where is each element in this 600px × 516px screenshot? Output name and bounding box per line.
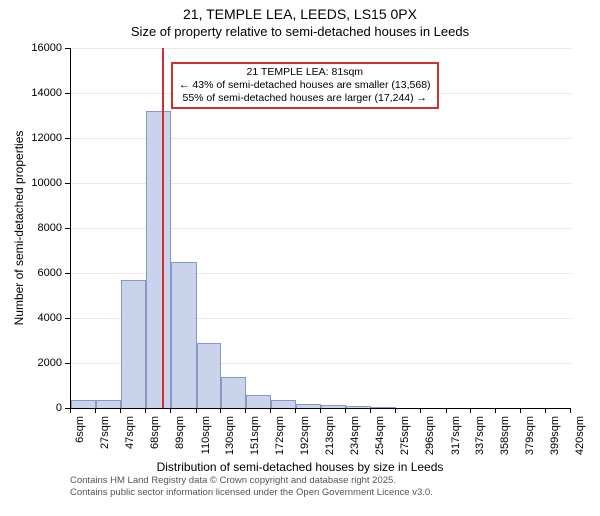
x-tick-mark: [295, 408, 296, 413]
property-marker-line: [162, 48, 164, 408]
x-tick-mark: [196, 408, 197, 413]
histogram-bar: [321, 405, 346, 408]
histogram-bar: [371, 407, 396, 408]
histogram-bar: [121, 280, 146, 408]
chart-title-line2: Size of property relative to semi-detach…: [0, 24, 600, 39]
histogram-bar: [171, 262, 196, 408]
chart-container: 21, TEMPLE LEA, LEEDS, LS15 0PX Size of …: [0, 0, 600, 500]
x-tick-mark: [245, 408, 246, 413]
y-tick-mark: [65, 318, 70, 319]
grid-line: [71, 48, 571, 49]
histogram-bar: [71, 400, 96, 408]
x-tick-mark: [545, 408, 546, 413]
y-tick-label: 8000: [0, 222, 62, 234]
x-tick-mark: [220, 408, 221, 413]
plot-area: 21 TEMPLE LEA: 81sqm← 43% of semi-detach…: [70, 48, 571, 409]
chart-title-line1: 21, TEMPLE LEA, LEEDS, LS15 0PX: [0, 6, 600, 22]
x-tick-mark: [370, 408, 371, 413]
y-tick-mark: [65, 183, 70, 184]
x-tick-mark: [170, 408, 171, 413]
x-tick-mark: [470, 408, 471, 413]
footer-note: Contains HM Land Registry data © Crown c…: [70, 475, 433, 498]
footer-line1: Contains HM Land Registry data © Crown c…: [70, 475, 433, 486]
histogram-bar: [96, 400, 120, 408]
y-tick-label: 12000: [0, 132, 62, 144]
y-tick-mark: [65, 138, 70, 139]
x-tick-mark: [395, 408, 396, 413]
x-tick-mark: [446, 408, 447, 413]
footer-line2: Contains public sector information licen…: [70, 487, 433, 498]
y-tick-mark: [65, 93, 70, 94]
y-tick-mark: [65, 228, 70, 229]
y-tick-label: 4000: [0, 312, 62, 324]
histogram-bar: [146, 111, 171, 408]
y-tick-mark: [65, 363, 70, 364]
x-tick-mark: [495, 408, 496, 413]
y-tick-label: 0: [0, 402, 62, 414]
x-axis-label: Distribution of semi-detached houses by …: [0, 460, 600, 474]
y-tick-label: 2000: [0, 357, 62, 369]
x-tick-mark: [70, 408, 71, 413]
annotation-box: 21 TEMPLE LEA: 81sqm← 43% of semi-detach…: [171, 62, 439, 109]
x-tick-mark: [420, 408, 421, 413]
histogram-bar: [197, 343, 221, 408]
annotation-line1: 21 TEMPLE LEA: 81sqm: [179, 66, 431, 79]
histogram-bar: [271, 400, 295, 408]
x-tick-mark: [320, 408, 321, 413]
x-tick-mark: [345, 408, 346, 413]
y-tick-label: 14000: [0, 87, 62, 99]
y-tick-label: 10000: [0, 177, 62, 189]
annotation-line3: 55% of semi-detached houses are larger (…: [179, 92, 431, 105]
histogram-bar: [246, 395, 271, 409]
y-tick-mark: [65, 273, 70, 274]
y-tick-label: 16000: [0, 42, 62, 54]
histogram-bar: [221, 377, 246, 409]
x-tick-mark: [95, 408, 96, 413]
x-tick-mark: [145, 408, 146, 413]
x-tick-mark: [270, 408, 271, 413]
histogram-bar: [346, 406, 370, 408]
x-tick-mark: [570, 408, 571, 413]
histogram-bar: [296, 404, 321, 409]
x-tick-mark: [520, 408, 521, 413]
y-tick-label: 6000: [0, 267, 62, 279]
x-tick-mark: [120, 408, 121, 413]
y-tick-mark: [65, 48, 70, 49]
annotation-line2: ← 43% of semi-detached houses are smalle…: [179, 79, 431, 92]
